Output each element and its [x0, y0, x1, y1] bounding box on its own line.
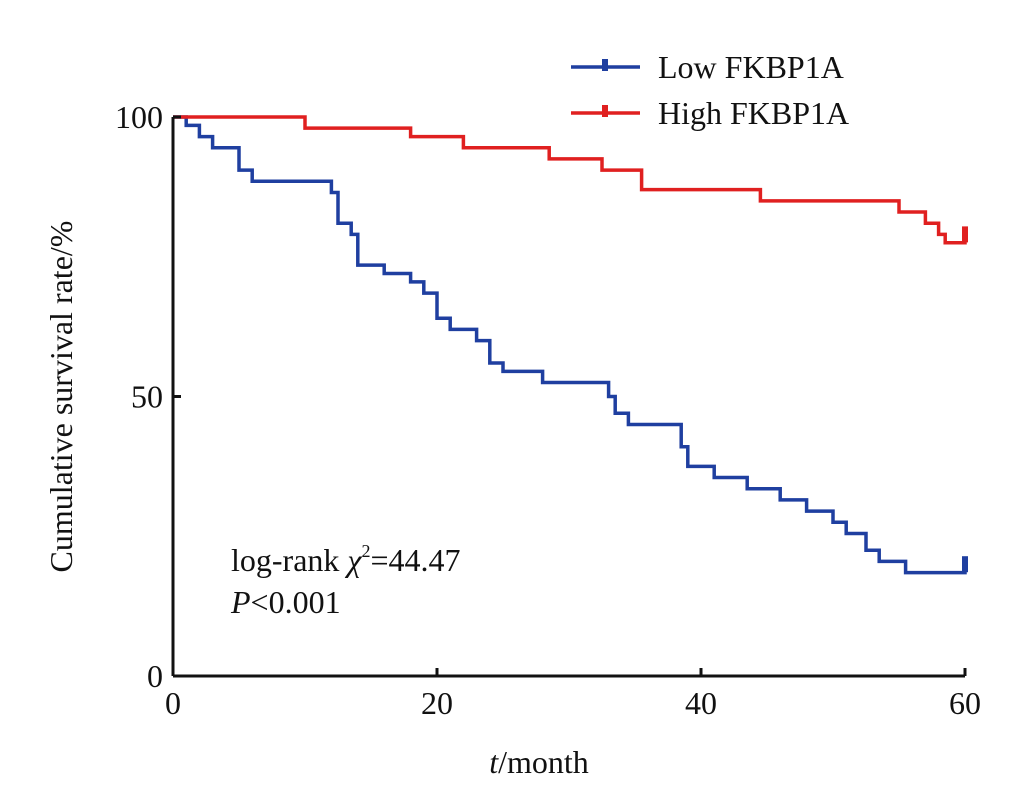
x-axis-unit: /month — [498, 744, 589, 780]
p-value-annotation: P<0.001 — [230, 584, 341, 620]
p-symbol: P — [230, 584, 251, 620]
tick-layer: 0 20 40 60 0 50 100 — [115, 99, 981, 721]
x-axis-variable: t — [489, 744, 499, 780]
series-line-high — [173, 115, 967, 245]
legend-label: High FKBP1A — [658, 95, 849, 131]
chi-superscript: 2 — [361, 541, 370, 561]
y-tick-label: 0 — [147, 658, 163, 694]
x-tick-label: 40 — [685, 685, 717, 721]
y-axis-title: Cumulative survival rate/% — [43, 221, 79, 573]
chi-statistic: =44.47 — [370, 542, 460, 578]
x-tick-label: 0 — [165, 685, 181, 721]
y-tick-label: 50 — [131, 379, 163, 415]
series-line-low — [173, 115, 967, 575]
x-tick-label: 20 — [421, 685, 453, 721]
log-rank-annotation: log-rank χ2=44.47 — [231, 541, 461, 578]
legend: Low FKBP1A High FKBP1A — [571, 49, 849, 131]
legend-label: Low FKBP1A — [658, 49, 844, 85]
chi-symbol: χ — [344, 542, 362, 578]
y-tick-label: 100 — [115, 99, 163, 135]
log-rank-prefix: log-rank — [231, 542, 347, 578]
x-axis-title: t/month — [489, 744, 589, 780]
series-layer — [173, 115, 968, 575]
x-tick-label: 60 — [949, 685, 981, 721]
p-value: <0.001 — [251, 584, 341, 620]
